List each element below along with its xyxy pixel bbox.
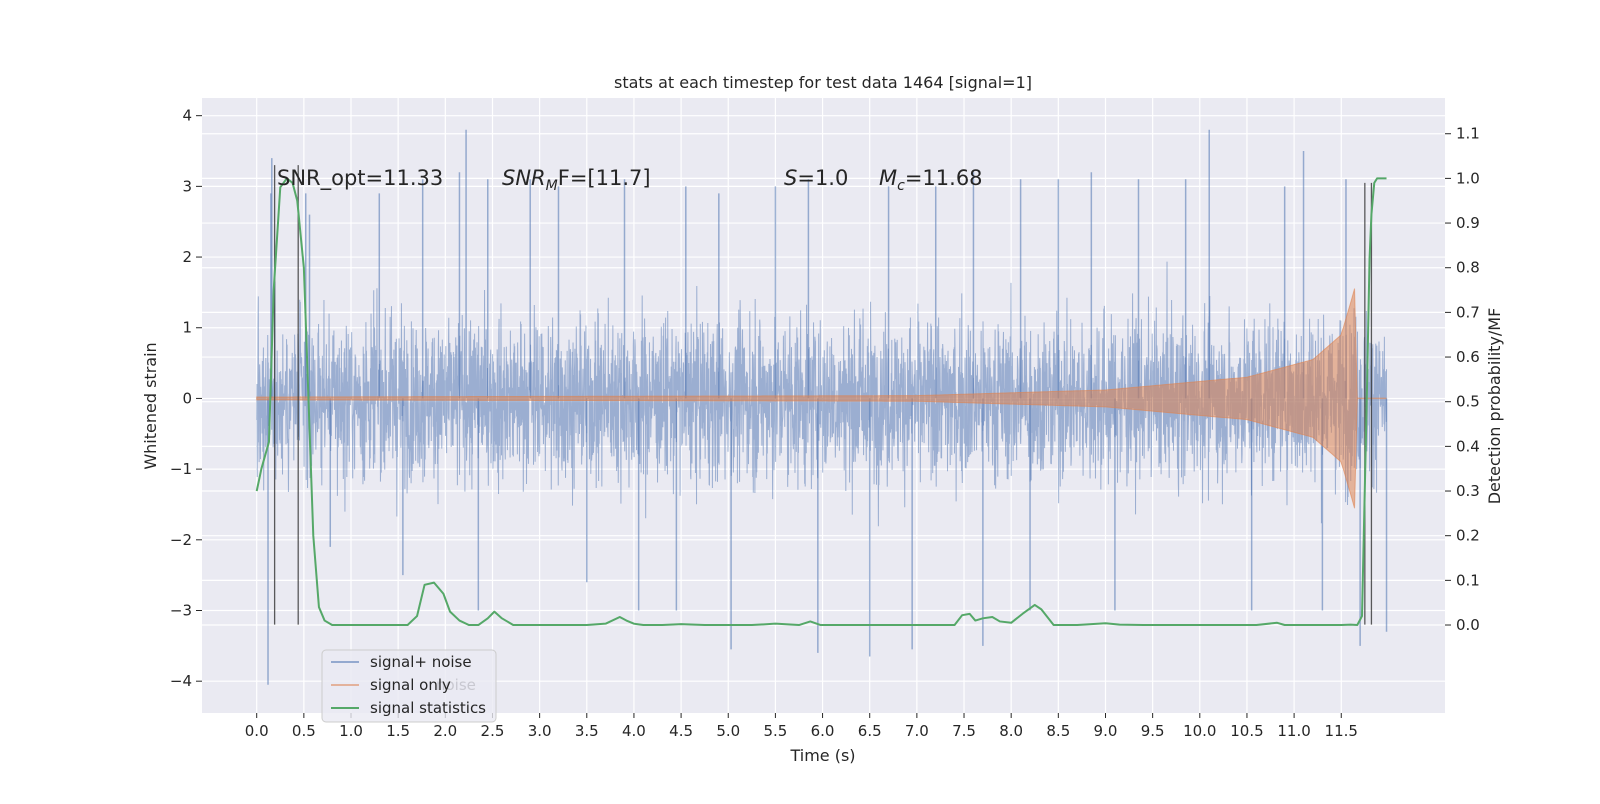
annotation-snr-mf-sub: M [546,178,558,194]
x-tick-label: 0.0 [245,722,269,740]
annotation-snr-opt: SNR_opt=11.33 [277,166,443,191]
x-tick-label: 4.0 [622,722,646,740]
x-tick-label: 1.5 [386,722,410,740]
x-tick-label: 5.0 [716,722,740,740]
x-tick-label: 9.0 [1094,722,1118,740]
x-tick-label: 9.5 [1141,722,1165,740]
x-tick-label: 3.5 [575,722,599,740]
y-right-tick-label: 0.5 [1456,393,1480,411]
y-left-tick-label: 4 [182,107,192,125]
legend-label-signal-only: signal only [370,676,451,694]
y-right-tick-label: 0.7 [1456,303,1480,321]
x-tick-label: 2.5 [481,722,505,740]
series-signal-plus-noise [256,129,1388,685]
annotations: SNR_opt=11.33 SNRMF=[11.7] S=1.0 Mc=11.6… [277,166,983,194]
y-left-tick-label: −4 [170,672,192,690]
y-right-tick-label: 0.2 [1456,527,1480,545]
y-right-tick-label: 0.4 [1456,437,1480,455]
annotation-snr-mf-main: SNR [502,166,546,190]
x-axis-label: Time (s) [789,746,855,765]
x-tick-label: 1.0 [339,722,363,740]
x-tick-label: 6.5 [858,722,882,740]
x-tick-label: 0.5 [292,722,316,740]
y-right-tick-label: 0.1 [1456,571,1480,589]
series-signal-statistics [255,177,1387,627]
y-right-tick-label: 0.9 [1456,214,1480,232]
y-right-tick-label: 0.0 [1456,616,1480,634]
annotation-mc-main: M [879,166,897,190]
x-tick-label: 7.5 [952,722,976,740]
x-tick-label: 11.0 [1277,722,1310,740]
y-right-tick-label: 0.3 [1456,482,1480,500]
y-right-tick-label: 1.0 [1456,169,1480,187]
y-left-tick-label: 2 [182,248,192,266]
y-axis-label-left: Whitened strain [141,342,160,469]
y-right-tick-label: 0.8 [1456,259,1480,277]
x-tick-label: 7.0 [905,722,929,740]
annotation-s-italic: S [784,166,797,190]
legend: noise signal+ noise signal only signal s… [321,649,497,723]
y-right-tick-label: 0.6 [1456,348,1480,366]
annotation-s-value: =1.0 [797,166,848,190]
annotation-mc: Mc=11.68 [879,166,983,194]
grid [202,98,1445,713]
statistics-line [255,177,1387,627]
y-left-tick-label: −2 [170,531,192,549]
annotation-snr-mf-rest: F=[11.7] [558,166,651,190]
y-left-tick-label: 1 [182,319,192,337]
x-tick-label: 4.5 [669,722,693,740]
vertical-markers [273,165,1373,625]
y-left-tick-label: −1 [170,460,192,478]
y-left-tick-label: 3 [182,177,192,195]
y-axis-label-right: Detection probability/MF [1485,308,1504,505]
x-tick-label: 2.0 [433,722,457,740]
x-tick-label: 6.0 [811,722,835,740]
chart-title: stats at each timestep for test data 146… [614,73,1032,92]
x-tick-label: 5.5 [763,722,787,740]
legend-hidden-text: noise [436,676,476,694]
tick-labels: 0.0 0.5 1.0 1.5 2.0 2.5 3.0 3.5 4.0 4.5 5.0 5.5 6.0 6… [170,107,1480,740]
annotation-mc-sub: c [897,178,905,194]
x-tick-label: 10.5 [1230,722,1263,740]
annotation-s: S=1.0 [784,166,848,190]
y-right-tick-label: 1.1 [1456,125,1480,143]
legend-box [321,649,497,723]
x-tick-label: 8.5 [1046,722,1070,740]
x-tick-label: 11.5 [1325,722,1358,740]
x-tick-label: 3.0 [528,722,552,740]
legend-label-signal-plus-noise: signal+ noise [370,653,472,671]
y-left-tick-label: 0 [182,389,192,407]
x-tick-label: 10.0 [1183,722,1216,740]
signal-envelope [256,288,1358,509]
annotation-snr-mf: SNRMF=[11.7] [502,166,651,194]
x-tick-label: 8.0 [999,722,1023,740]
legend-label-signal-statistics: signal statistics [370,699,486,717]
y-left-tick-label: −3 [170,602,192,620]
annotation-mc-value: =11.68 [905,166,983,190]
